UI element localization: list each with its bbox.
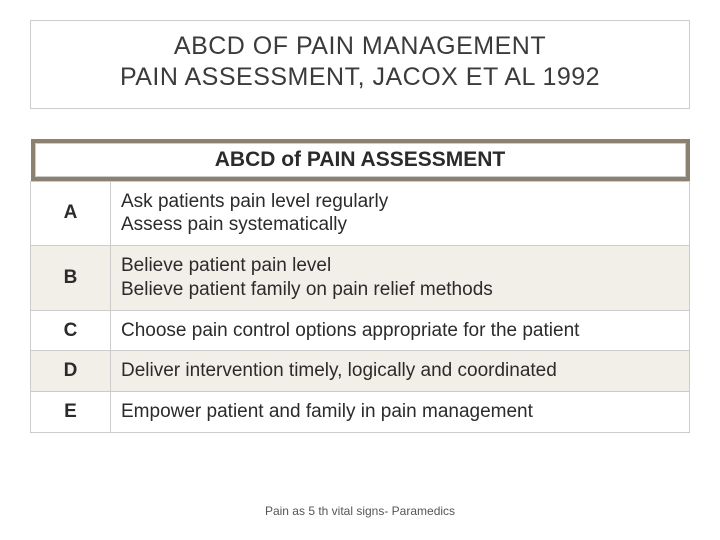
- row-text: Empower patient and family in pain manag…: [111, 392, 690, 433]
- table-header-row: ABCD of PAIN ASSESSMENT: [31, 139, 690, 182]
- table-row: B Believe patient pain levelBelieve pati…: [31, 246, 690, 311]
- table-row: E Empower patient and family in pain man…: [31, 392, 690, 433]
- table-header: ABCD of PAIN ASSESSMENT: [35, 143, 686, 177]
- row-text: Ask patients pain level regularlyAssess …: [111, 181, 690, 246]
- table-row: C Choose pain control options appropriat…: [31, 310, 690, 351]
- row-letter: B: [31, 246, 111, 311]
- table-row: A Ask patients pain level regularlyAsses…: [31, 181, 690, 246]
- row-text: Choose pain control options appropriate …: [111, 310, 690, 351]
- row-letter: C: [31, 310, 111, 351]
- title-line-2: PAIN ASSESSMENT, JACOX ET AL 1992: [45, 62, 675, 93]
- row-text: Believe patient pain levelBelieve patien…: [111, 246, 690, 311]
- table-row: D Deliver intervention timely, logically…: [31, 351, 690, 392]
- row-letter: A: [31, 181, 111, 246]
- slide: ABCD OF PAIN MANAGEMENT PAIN ASSESSMENT,…: [0, 0, 720, 540]
- title-box: ABCD OF PAIN MANAGEMENT PAIN ASSESSMENT,…: [30, 20, 690, 109]
- row-letter: D: [31, 351, 111, 392]
- row-text: Deliver intervention timely, logically a…: [111, 351, 690, 392]
- row-letter: E: [31, 392, 111, 433]
- title-line-1: ABCD OF PAIN MANAGEMENT: [45, 31, 675, 62]
- table-header-wrap: ABCD of PAIN ASSESSMENT: [31, 139, 690, 181]
- abcd-table: ABCD of PAIN ASSESSMENT A Ask patients p…: [30, 139, 690, 433]
- footer-text: Pain as 5 th vital signs- Paramedics: [0, 504, 720, 518]
